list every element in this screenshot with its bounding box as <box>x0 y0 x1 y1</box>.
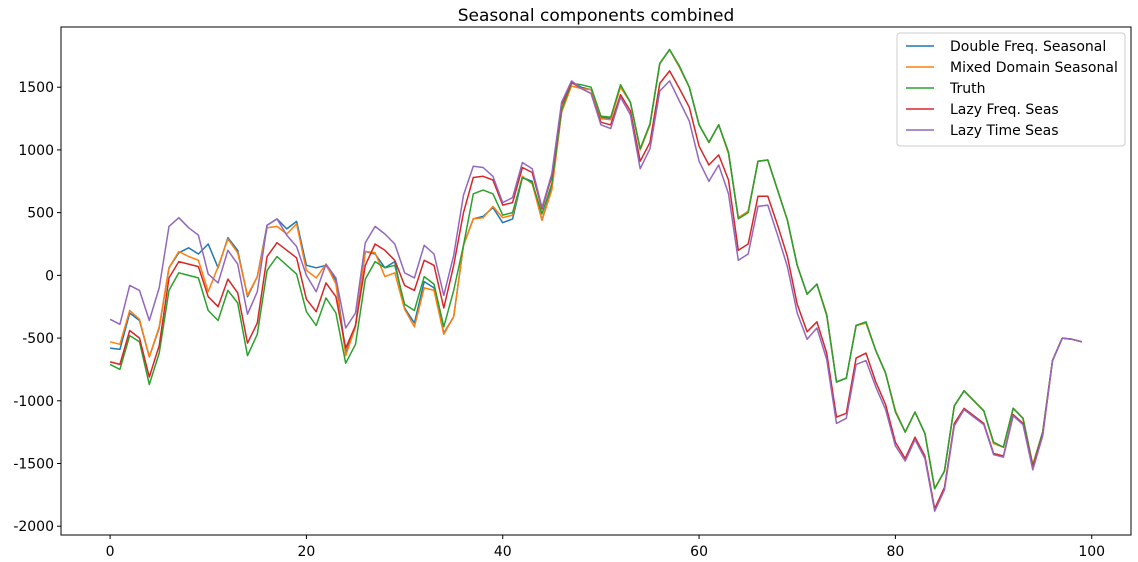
plot-frame <box>60 26 1132 536</box>
series-line-2 <box>109 48 1083 490</box>
y-tick-label: -2000 <box>13 519 54 535</box>
legend-label: Double Freq. Seasonal <box>950 39 1106 55</box>
legend-label: Mixed Domain Seasonal <box>950 60 1118 76</box>
legend-label: Lazy Freq. Seas <box>950 102 1059 118</box>
legend-box <box>896 32 1126 147</box>
x-tick-label: 100 <box>1078 544 1105 560</box>
series-line-4 <box>109 80 1083 512</box>
chart-title: Seasonal components combined <box>458 6 735 26</box>
x-tick-label: 80 <box>886 544 904 560</box>
y-tick-label: 0 <box>45 268 54 284</box>
legend-label: Truth <box>949 81 986 97</box>
legend-label: Lazy Time Seas <box>950 123 1059 139</box>
y-tick-label: -1500 <box>13 457 54 473</box>
x-axis: 0 20 40 60 80 100 <box>106 535 1105 560</box>
x-tick-label: 20 <box>297 544 315 560</box>
y-axis: -2000 -1500 -1000 -500 0 500 1000 1500 <box>13 80 61 535</box>
x-tick-label: 60 <box>690 544 708 560</box>
x-tick-label: 0 <box>106 544 115 560</box>
y-tick-label: -1000 <box>13 394 54 410</box>
y-tick-label: -500 <box>22 331 54 347</box>
legend: Double Freq. Seasonal Mixed Domain Season… <box>896 32 1126 147</box>
plot-area <box>109 48 1083 512</box>
y-tick-label: 500 <box>27 206 54 222</box>
y-tick-label: 1500 <box>18 80 54 96</box>
x-tick-label: 40 <box>494 544 512 560</box>
y-tick-label: 1000 <box>18 143 54 159</box>
